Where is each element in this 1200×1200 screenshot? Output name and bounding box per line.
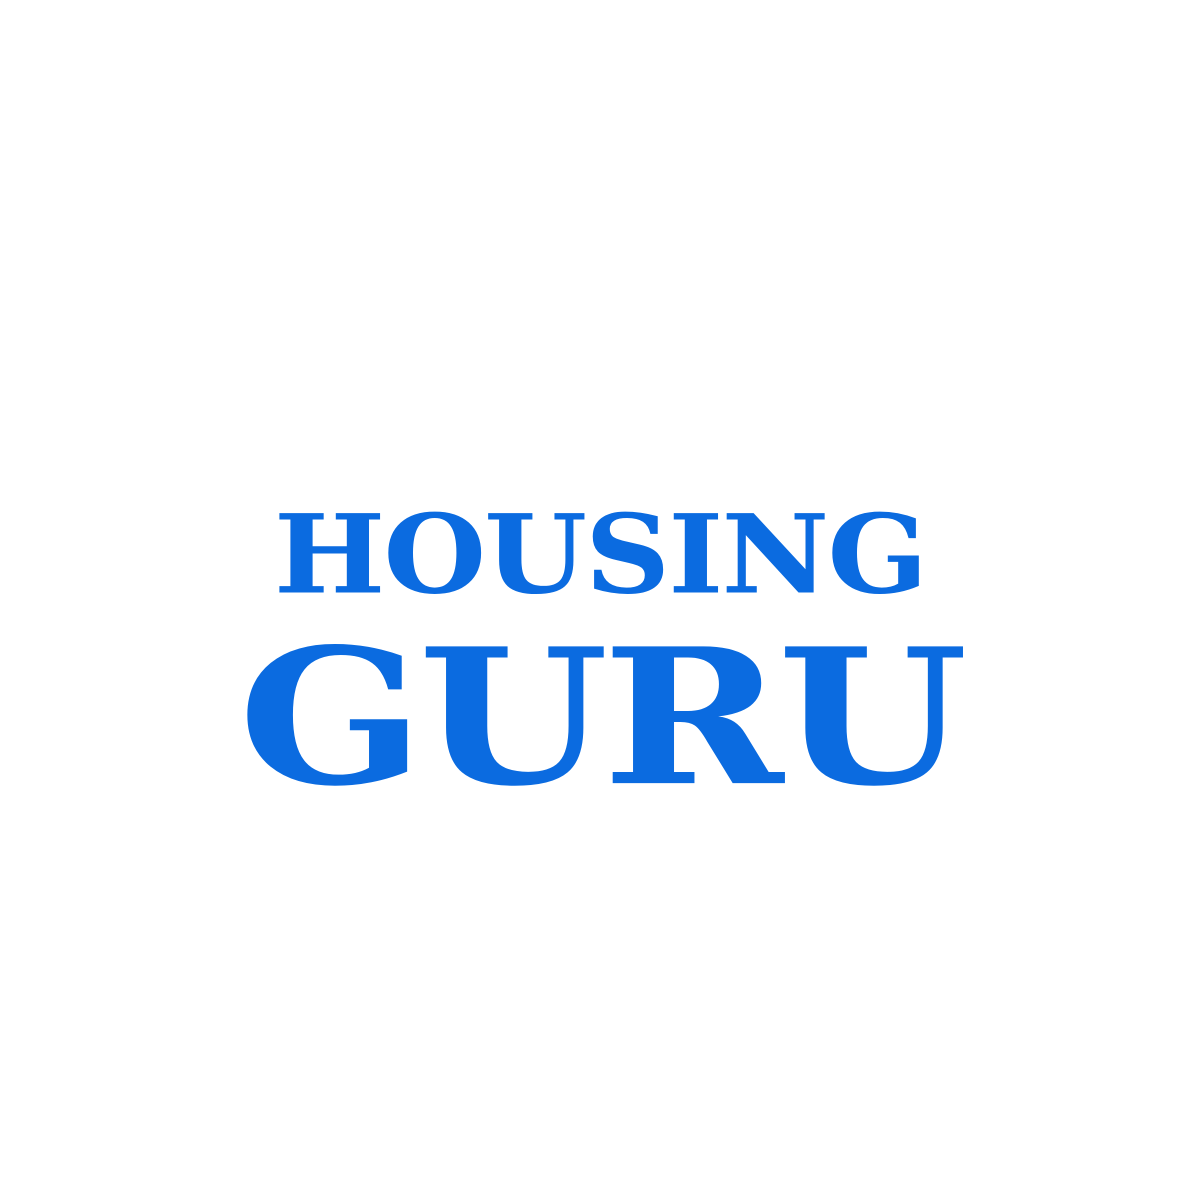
logo-line-guru: GURU — [238, 607, 968, 828]
logo-line-housing: HOUSING — [273, 490, 928, 619]
